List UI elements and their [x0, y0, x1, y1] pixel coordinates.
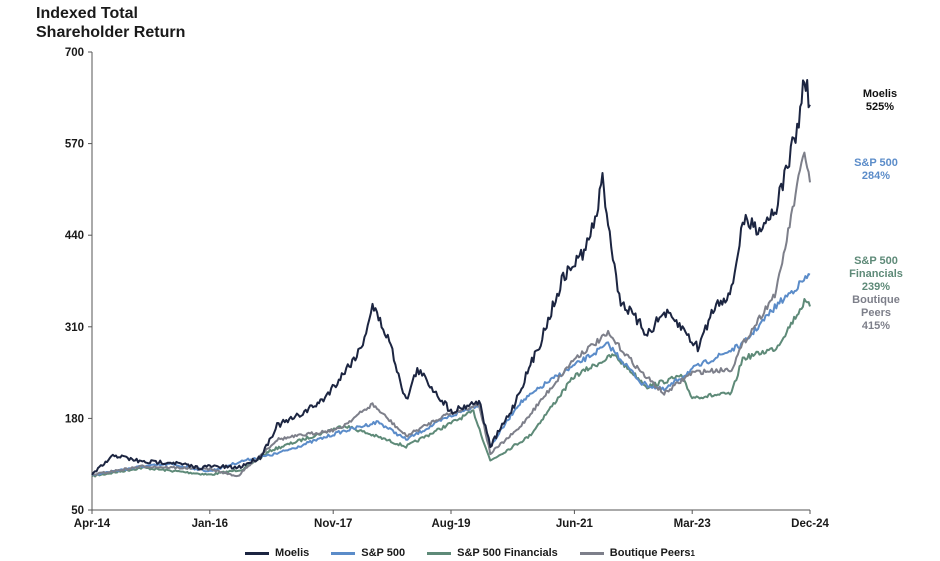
x-tick-label: Nov-17	[314, 518, 352, 530]
legend-swatch	[245, 551, 270, 555]
series-line-s-p-500-financials	[91, 298, 811, 478]
chart-title: Indexed Total Shareholder Return	[36, 4, 185, 42]
chart-title-line1: Indexed Total	[36, 5, 138, 22]
chart-axes: 50 180 310 440 570 700 Apr-14 Jan-16 Nov-17 Aug-1…	[65, 47, 830, 530]
legend-item-s-p-500-financials: S&P 500 Financials	[427, 547, 558, 559]
end-label-boutique-peers: Boutique Peers 415%	[852, 294, 900, 332]
end-label-s-p-500: S&P 500 284%	[854, 157, 898, 182]
y-tick-label: 570	[65, 139, 84, 151]
y-tick-label: 50	[71, 505, 84, 517]
series-line-moelis	[91, 79, 811, 476]
y-tick-label: 700	[65, 47, 84, 59]
series-line-s-p-500	[91, 273, 811, 476]
chart-series-lines	[91, 79, 811, 478]
y-tick-label: 310	[65, 322, 84, 334]
legend-footnote-marker: 1	[690, 548, 695, 558]
legend-label: S&P 500	[361, 547, 406, 559]
legend-swatch	[427, 551, 452, 555]
chart-legend: Moelis S&P 500 S&P 500 Financials Boutique …	[0, 545, 940, 561]
chart-title-line2: Shareholder Return	[36, 24, 186, 41]
legend-label: Boutique Peers	[609, 547, 691, 559]
y-tick-label: 180	[65, 413, 84, 425]
x-tick-label: Apr-14	[74, 518, 111, 530]
x-tick-label: Aug-19	[432, 518, 471, 530]
line-chart: 50 180 310 440 570 700 Apr-14 Jan-16 Nov-17 Aug-1…	[65, 47, 903, 530]
x-tick-label: Jan-16	[192, 518, 228, 530]
legend-label: Moelis	[275, 547, 310, 559]
legend-swatch	[579, 551, 604, 555]
x-tick-label: Jun-21	[556, 518, 594, 530]
legend-item-s-p-500: S&P 500	[331, 547, 405, 559]
series-line-boutique-peers	[91, 151, 811, 478]
x-tick-label: Mar-23	[674, 518, 711, 530]
x-tick-label: Dec-24	[791, 518, 829, 530]
chart-end-labels: Moelis 525% S&P 500 284% S&P 500 Financials 23…	[849, 88, 903, 332]
y-tick-label: 440	[65, 230, 84, 242]
end-label-s-p-500-financials: S&P 500 Financials 239%	[849, 255, 903, 293]
legend-item-boutique-peers: Boutique Peers 1	[579, 547, 695, 559]
legend-label: S&P 500 Financials	[457, 547, 558, 559]
legend-item-moelis: Moelis	[245, 547, 309, 559]
end-label-moelis: Moelis 525%	[863, 88, 897, 113]
legend-swatch	[331, 551, 356, 555]
